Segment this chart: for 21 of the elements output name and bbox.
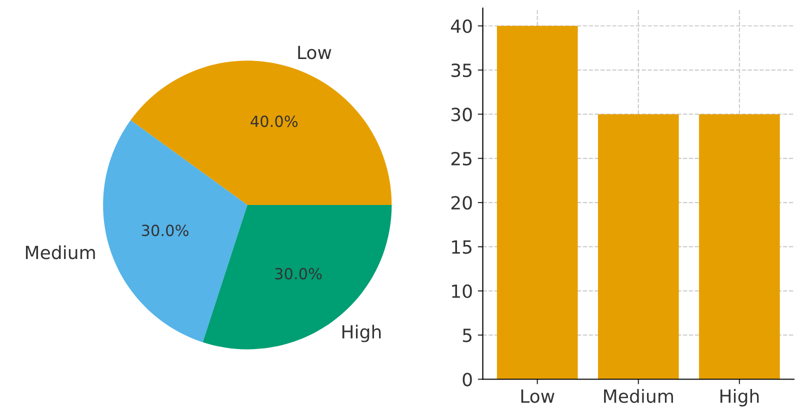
- slice-label: Low: [298, 46, 332, 60]
- data-label: 40.0%: [250, 116, 298, 128]
- data-label: 30.0%: [142, 224, 188, 236]
- y-tick-label: 35: [451, 64, 472, 78]
- y-tick-label: 25: [451, 152, 472, 166]
- y-tick-label: 40: [450, 19, 472, 33]
- x-tick-label: Low: [521, 390, 554, 403]
- x-tick-label: Medium: [604, 388, 673, 403]
- y-tick-label: 5: [462, 328, 472, 342]
- y-tick-label: 30: [451, 108, 472, 122]
- x-tick-label: High: [720, 388, 759, 406]
- pie-slice: [103, 120, 248, 342]
- y-tick-label: 20: [451, 196, 472, 210]
- pie-slice: [130, 60, 392, 205]
- data-label: 30.0%: [275, 268, 322, 280]
- pie-slice: [202, 205, 392, 350]
- y-tick-label: 15: [452, 240, 472, 254]
- y-tick-label: 10: [452, 284, 472, 298]
- slice-label: Medium: [26, 245, 95, 260]
- y-tick-label: 0: [462, 372, 472, 386]
- slice-label: High: [342, 324, 381, 342]
